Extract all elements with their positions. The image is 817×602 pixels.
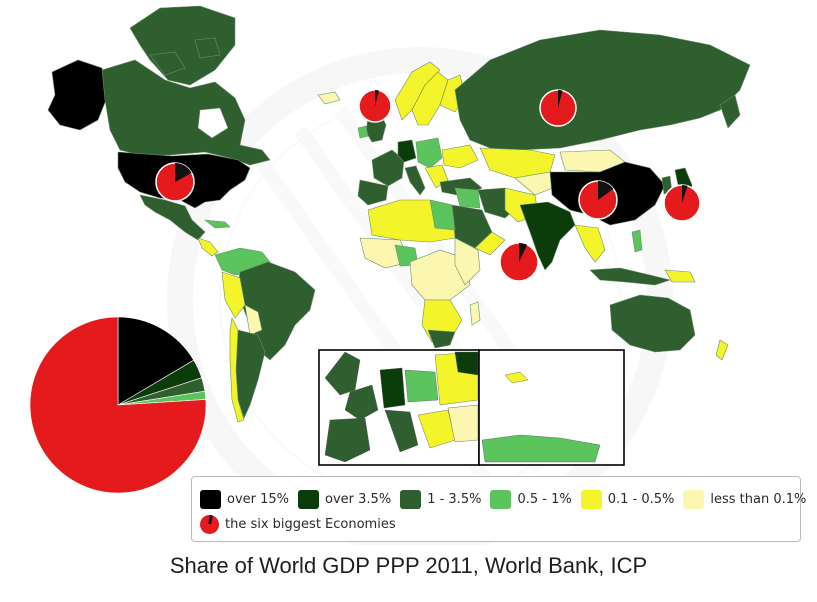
economy-pie-share [682, 185, 688, 203]
arctic-islands [149, 37, 221, 76]
legend-label: 1 - 3.5% [427, 492, 482, 507]
legend-item: over 15% [200, 490, 289, 509]
russia [454, 29, 751, 151]
legend-swatch [298, 490, 320, 509]
legend-item: 1 - 3.5% [400, 490, 481, 509]
legend-economies-label: the six biggest Economies [225, 517, 396, 532]
australia [609, 294, 696, 353]
legend-label: 0.5 - 1% [517, 492, 572, 507]
hudson-bay [197, 107, 229, 139]
landmasses [47, 5, 751, 423]
peru [221, 271, 246, 319]
legend-row-shares: over 15% over 3.5% 1 - 3.5% 0.5 - 1% 0.1 - 0… [200, 490, 815, 509]
south-africa [427, 329, 456, 349]
central-america [197, 237, 219, 257]
new-zealand [715, 339, 729, 361]
economy-pie-share [558, 90, 563, 108]
map-caption: Share of World GDP PPP 2011, World Bank,… [169, 553, 648, 578]
india [519, 201, 576, 271]
greenland [129, 5, 236, 86]
legend-item: 0.5 - 1% [490, 490, 572, 509]
germany [397, 139, 417, 163]
legend-row-economies: the six biggest Economies [200, 515, 396, 534]
chile [229, 317, 245, 423]
pie-slice [117, 316, 195, 406]
world-map [29, 5, 751, 500]
legend-label: over 15% [227, 492, 290, 507]
economy-pie-share [598, 181, 614, 200]
red-pie-icon [200, 515, 219, 534]
legend-label: 0.1 - 0.5% [607, 492, 675, 507]
se-asia [574, 224, 606, 263]
legend-label: over 3.5% [325, 492, 392, 507]
iraq-syria [454, 187, 481, 209]
alaska [47, 59, 109, 131]
poland-east-europe [415, 137, 443, 169]
legend-item: less than 0.1% [683, 490, 806, 509]
legend-swatch [580, 490, 602, 509]
indonesia [589, 267, 672, 286]
canada [101, 59, 271, 166]
philippines [631, 229, 643, 253]
cuba [204, 219, 231, 229]
ireland [357, 125, 369, 139]
legend-swatch [490, 490, 512, 509]
inset-europe [318, 349, 480, 466]
legend-item: 0.1 - 0.5% [580, 490, 675, 509]
mexico [139, 194, 206, 241]
kamchatka [719, 94, 741, 129]
pie-slice [29, 316, 207, 494]
italy [404, 165, 426, 196]
map-legend: over 15% over 3.5% 1 - 3.5% 0.5 - 1% 0.1 - 0… [191, 476, 806, 542]
legend-label: less than 0.1% [710, 492, 807, 507]
yemen-oman [474, 231, 506, 256]
world-share-pie [29, 316, 207, 494]
bolivia-paraguay [244, 304, 263, 336]
legend-item: over 3.5% [298, 490, 391, 509]
papua [664, 269, 696, 283]
economy-pie-share [375, 90, 379, 106]
egypt [429, 199, 456, 231]
iceland [317, 91, 341, 105]
east-africa [454, 237, 481, 286]
economy-pie-share [519, 243, 528, 262]
inset-caribbean [478, 349, 625, 466]
legend-swatch [200, 490, 221, 509]
madagascar [469, 301, 481, 326]
france [371, 149, 405, 187]
ukraine [441, 144, 479, 169]
spain [357, 179, 389, 206]
economy-pies [155, 89, 701, 282]
legend-swatch [400, 490, 422, 509]
legend-swatch [683, 490, 705, 509]
economy-pie-share [175, 163, 192, 182]
